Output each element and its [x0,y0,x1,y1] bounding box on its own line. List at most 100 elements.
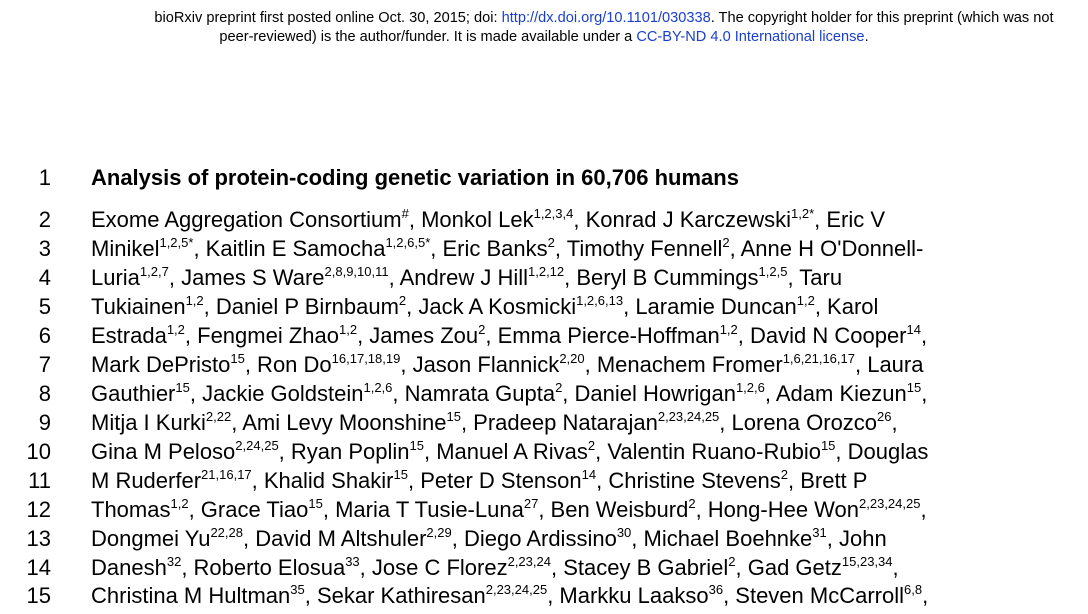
text-segment: , Khalid Shakir [251,468,394,493]
banner-line-2: peer-reviewed) is the author/funder. It … [219,29,869,45]
text-segment: Minikel [91,236,160,261]
text-segment: , Ron Do [244,352,332,377]
author-line: 8 Gauthier15, Jackie Goldstein1,2,6, Namr… [0,379,1088,408]
text-segment: , Eric Banks [430,236,548,261]
affiliation-superscript: 2 [722,235,730,250]
author-line: 9 Mitja I Kurki2,22, Ami Levy Moonshine15… [0,408,1088,437]
text-segment: , Taru [787,265,843,290]
affiliation-superscript: 15 [409,438,424,453]
text-segment: Mark DePristo [91,352,231,377]
text-segment: , Daniel P Birnbaum [203,294,399,319]
text-segment: Tukiainen [91,294,186,319]
affiliation-superscript: 33 [345,554,360,569]
text-segment: , Brett P [787,468,868,493]
affiliation-superscript: 1,2 [796,293,815,308]
text-segment: , Stacey B Gabriel [550,555,729,580]
author-line: 4 Luria1,2,7, James S Ware2,8,9,10,11, An… [0,263,1088,292]
affiliation-superscript: 27 [523,496,539,511]
text-segment: , Gad Getz [735,555,842,580]
affiliation-superscript: 1,2 [185,293,204,308]
text-segment: , Adam Kiezun [764,381,907,406]
affiliation-superscript: 15 [308,496,323,511]
text-segment: , [892,555,899,580]
text-segment: , [920,323,928,348]
author-list-text: Gina M Peloso2,24,25, Ryan Poplin15, Man… [91,437,928,466]
affiliation-superscript: 22,28 [210,525,243,540]
text-segment: Christina M Hultman [91,583,291,608]
text-segment: , Markku Laakso [547,583,709,608]
affiliation-superscript: 2 [587,438,596,453]
affiliation-superscript: 2,23,24 [507,554,551,569]
text-segment: , [922,583,929,608]
author-list-text: Mitja I Kurki2,22, Ami Levy Moonshine15,… [91,408,898,437]
affiliation-superscript: 14 [581,467,597,482]
text-segment: , Grace Tiao [188,497,309,522]
affiliation-superscript: 35 [290,582,305,597]
text-segment: , David N Cooper [737,323,907,348]
affiliation-superscript: 2,29 [426,525,452,540]
text-segment: , John [826,526,887,551]
text-segment: , James Zou [357,323,479,348]
text-segment: , Jack A Kosmicki [406,294,577,319]
line-number: 5 [38,294,51,319]
affiliation-superscript: 1,2 [170,496,189,511]
affiliation-superscript: 2,20 [559,351,585,366]
text-segment: , Lorena Orozco [719,410,878,435]
line-number: 13 [26,526,51,551]
text-segment: , [920,497,927,522]
affiliation-superscript: 2 [398,293,407,308]
text-segment: Danesh [91,555,167,580]
affiliation-superscript: 2 [478,322,486,337]
text-segment: , Namrata Gupta [392,381,556,406]
affiliation-superscript: 1,2,6 [735,380,765,395]
banner-line-1: bioRxiv preprint first posted online Oct… [154,10,1054,26]
author-line: 6 Estrada1,2, Fengmei Zhao1,2, James Zou2… [0,321,1088,350]
affiliation-superscript: 1,2 [166,322,185,337]
line-number: 4 [38,265,51,290]
text-segment: , James S Ware [168,265,325,290]
author-list-text: Christina M Hultman35, Sekar Kathiresan2… [91,581,928,610]
text-segment: , Anne H O'Donnell- [729,236,924,261]
line-number: 10 [26,439,51,464]
line-number: 11 [28,468,51,493]
affiliation-superscript: 1,2,6,5* [385,235,431,250]
author-list-text: Exome Aggregation Consortium#, Monkol Le… [91,205,885,234]
line-number: 9 [38,410,51,435]
affiliation-superscript: 15 [230,351,245,366]
text-segment: Luria [91,265,140,290]
text-segment: , Laura [854,352,924,377]
text-segment: , Roberto Elosua [181,555,346,580]
text-segment: , [921,381,928,406]
author-line: 3 Minikel1,2,5*, Kaitlin E Samocha1,2,6,5… [0,234,1088,263]
text-segment: Mitja I Kurki [91,410,206,435]
author-list-text: Minikel1,2,5*, Kaitlin E Samocha1,2,6,5*… [91,234,923,263]
text-segment: Dongmei Yu [91,526,211,551]
affiliation-superscript: 2,23,24,25 [657,409,720,424]
affiliation-superscript: 1,6,21,16,17 [782,351,855,366]
line-number: 1 [38,165,51,190]
line-number: 6 [38,323,51,348]
author-list-text: Tukiainen1,2, Daniel P Birnbaum2, Jack A… [91,292,878,321]
text-segment: , Fengmei Zhao [184,323,339,348]
author-list-text: Luria1,2,7, James S Ware2,8,9,10,11, And… [91,263,842,292]
affiliation-superscript: 21,16,17 [201,467,252,482]
doi-link[interactable]: http://dx.doi.org/10.1101/030338 [501,10,711,26]
affiliation-superscript: # [401,206,409,221]
license-link[interactable]: CC-BY-ND 4.0 International license [636,29,865,45]
text-segment: , Kaitlin E Samocha [193,236,386,261]
affiliation-superscript: 1,2 [338,322,358,337]
author-list-text: Dongmei Yu22,28, David M Altshuler2,29, … [91,524,887,553]
affiliation-superscript: 15 [393,467,408,482]
affiliation-superscript: 2 [555,380,563,395]
text-segment: , Valentin Ruano-Rubio [595,439,821,464]
affiliation-superscript: 32 [166,554,182,569]
affiliation-superscript: 15 [446,409,461,424]
affiliation-superscript: 15 [175,380,190,395]
affiliation-superscript: 26 [877,409,892,424]
text-segment: M Ruderfer [91,468,202,493]
affiliation-superscript: 1,2,3,4 [533,206,574,221]
affiliation-superscript: 1,2,7 [139,264,169,279]
affiliation-superscript: 2,24,25 [235,438,279,453]
text-segment: , Timothy Fennell [554,236,723,261]
affiliation-superscript: 2,8,9,10,11 [324,264,389,279]
